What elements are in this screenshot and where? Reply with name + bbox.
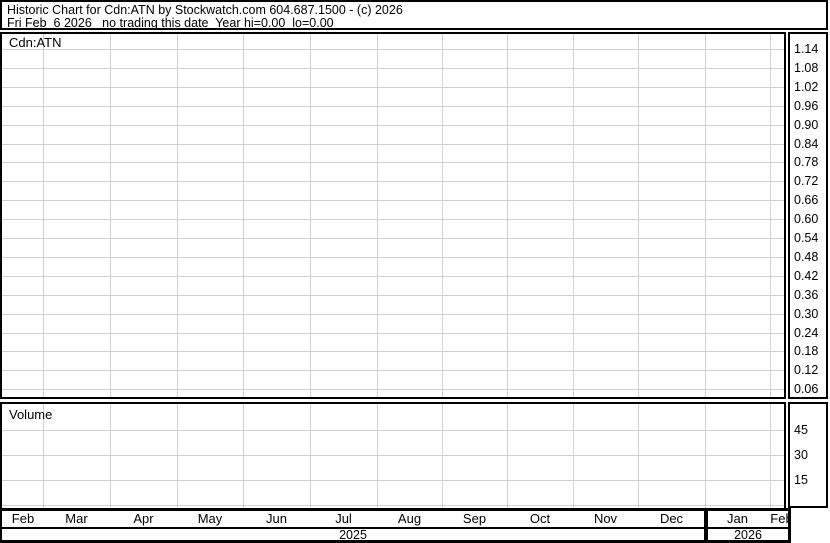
month-gridline [177,404,178,508]
month-gridline [243,404,244,508]
year-label: 2025 [339,529,367,542]
price-tick-label: 1.08 [794,60,819,75]
month-label: Aug [397,511,422,526]
month-label: Oct [529,511,551,526]
price-tick-label: 0.36 [794,287,819,302]
month-gridline [110,404,111,508]
month-gridline [442,34,443,397]
month-label: Dec [659,511,684,526]
volume-gridline [2,505,784,506]
month-label: Jul [335,511,352,526]
month-gridline [110,34,111,397]
price-tick-label: 0.78 [794,155,819,170]
month-gridline [638,34,639,397]
month-gridline [377,404,378,508]
month-label: Sep [462,511,487,526]
price-tick-label: 0.42 [794,268,819,283]
price-tick-label: 0.18 [794,344,819,359]
month-gridline [573,34,574,397]
price-gridline [2,181,784,183]
price-gridline [2,238,784,239]
price-tick-label: 0.06 [794,382,819,397]
month-gridline [573,404,574,508]
price-gridline [2,105,784,107]
month-axis: Feb Mar Apr May Jun Jul Aug Sep Oct Nov Dec Jan Feb [0,508,791,529]
month-gridline [43,34,44,397]
year-label: 2026 [734,529,762,542]
price-tick-label: 1.02 [794,79,819,94]
volume-label: Volume [9,407,53,422]
month-gridline [507,404,508,508]
price-gridline [2,389,784,391]
volume-tick-label: 45 [794,423,808,437]
month-gridline [638,404,639,508]
month-gridline [770,404,771,508]
volume-tick-label: 15 [794,473,808,487]
price-tick-label: 0.72 [794,174,819,189]
month-gridline [705,404,706,508]
price-gridline [2,370,784,372]
price-gridline [2,294,784,296]
month-gridline [310,34,311,397]
price-tick-label: 0.24 [794,325,819,340]
month-label: Feb [11,511,35,526]
price-gridline [2,49,784,50]
price-tick-label: 0.12 [794,363,819,378]
month-gridline [310,404,311,508]
price-chart-panel: Cdn:ATN [0,32,786,399]
price-gridline [2,351,784,353]
chart-header: Historic Chart for Cdn:ATN by Stockwatch… [0,0,828,30]
month-gridline [770,34,771,397]
price-gridline [2,124,784,126]
volume-tick-label: 30 [794,448,808,462]
symbol-label: Cdn:ATN [9,35,62,50]
month-gridline [177,34,178,397]
volume-chart-panel: Volume [0,402,786,508]
price-gridline [2,256,784,258]
price-gridline [2,67,784,69]
month-gridline [507,34,508,397]
volume-axis: 45 30 15 [788,402,828,508]
month-gridline [705,34,706,397]
price-tick-label: 0.84 [794,136,819,151]
price-gridline [2,313,784,315]
volume-gridline [2,430,784,431]
month-gridline [377,34,378,397]
year-axis: 2025 2026 [0,529,791,543]
month-label: Nov [593,511,618,526]
price-gridline [2,200,784,202]
month-gridline [243,34,244,397]
price-gridline [2,332,784,334]
year-divider [704,508,708,543]
month-gridline [43,404,44,508]
price-tick-label: 0.96 [794,98,819,113]
price-tick-label: 0.30 [794,306,819,321]
month-label: Jun [266,511,287,526]
price-tick-label: 0.48 [794,249,819,264]
volume-gridline [2,480,784,481]
price-gridline [2,143,784,145]
header-date-status: Fri Feb 6 2026 no trading this date Year… [7,16,334,30]
month-label: Jan [727,511,748,526]
price-axis: 1.14 1.08 1.02 0.96 0.90 0.84 0.78 0.72 0.66 0.60… [788,32,828,399]
price-tick-label: 1.14 [794,42,819,56]
month-label: Apr [133,511,154,526]
price-gridline [2,86,784,88]
price-gridline [2,162,784,164]
month-label: May [197,511,223,526]
price-tick-label: 0.66 [794,193,819,208]
header-title: Historic Chart for Cdn:ATN by Stockwatch… [7,3,403,17]
month-gridline [442,404,443,508]
month-label: Feb [770,511,791,526]
price-gridline [2,275,784,277]
month-label: Mar [65,511,88,526]
price-tick-label: 0.54 [794,231,819,245]
price-tick-label: 0.60 [794,212,819,227]
price-tick-label: 0.90 [794,117,819,132]
price-gridline [2,219,784,221]
volume-gridline [2,455,784,456]
